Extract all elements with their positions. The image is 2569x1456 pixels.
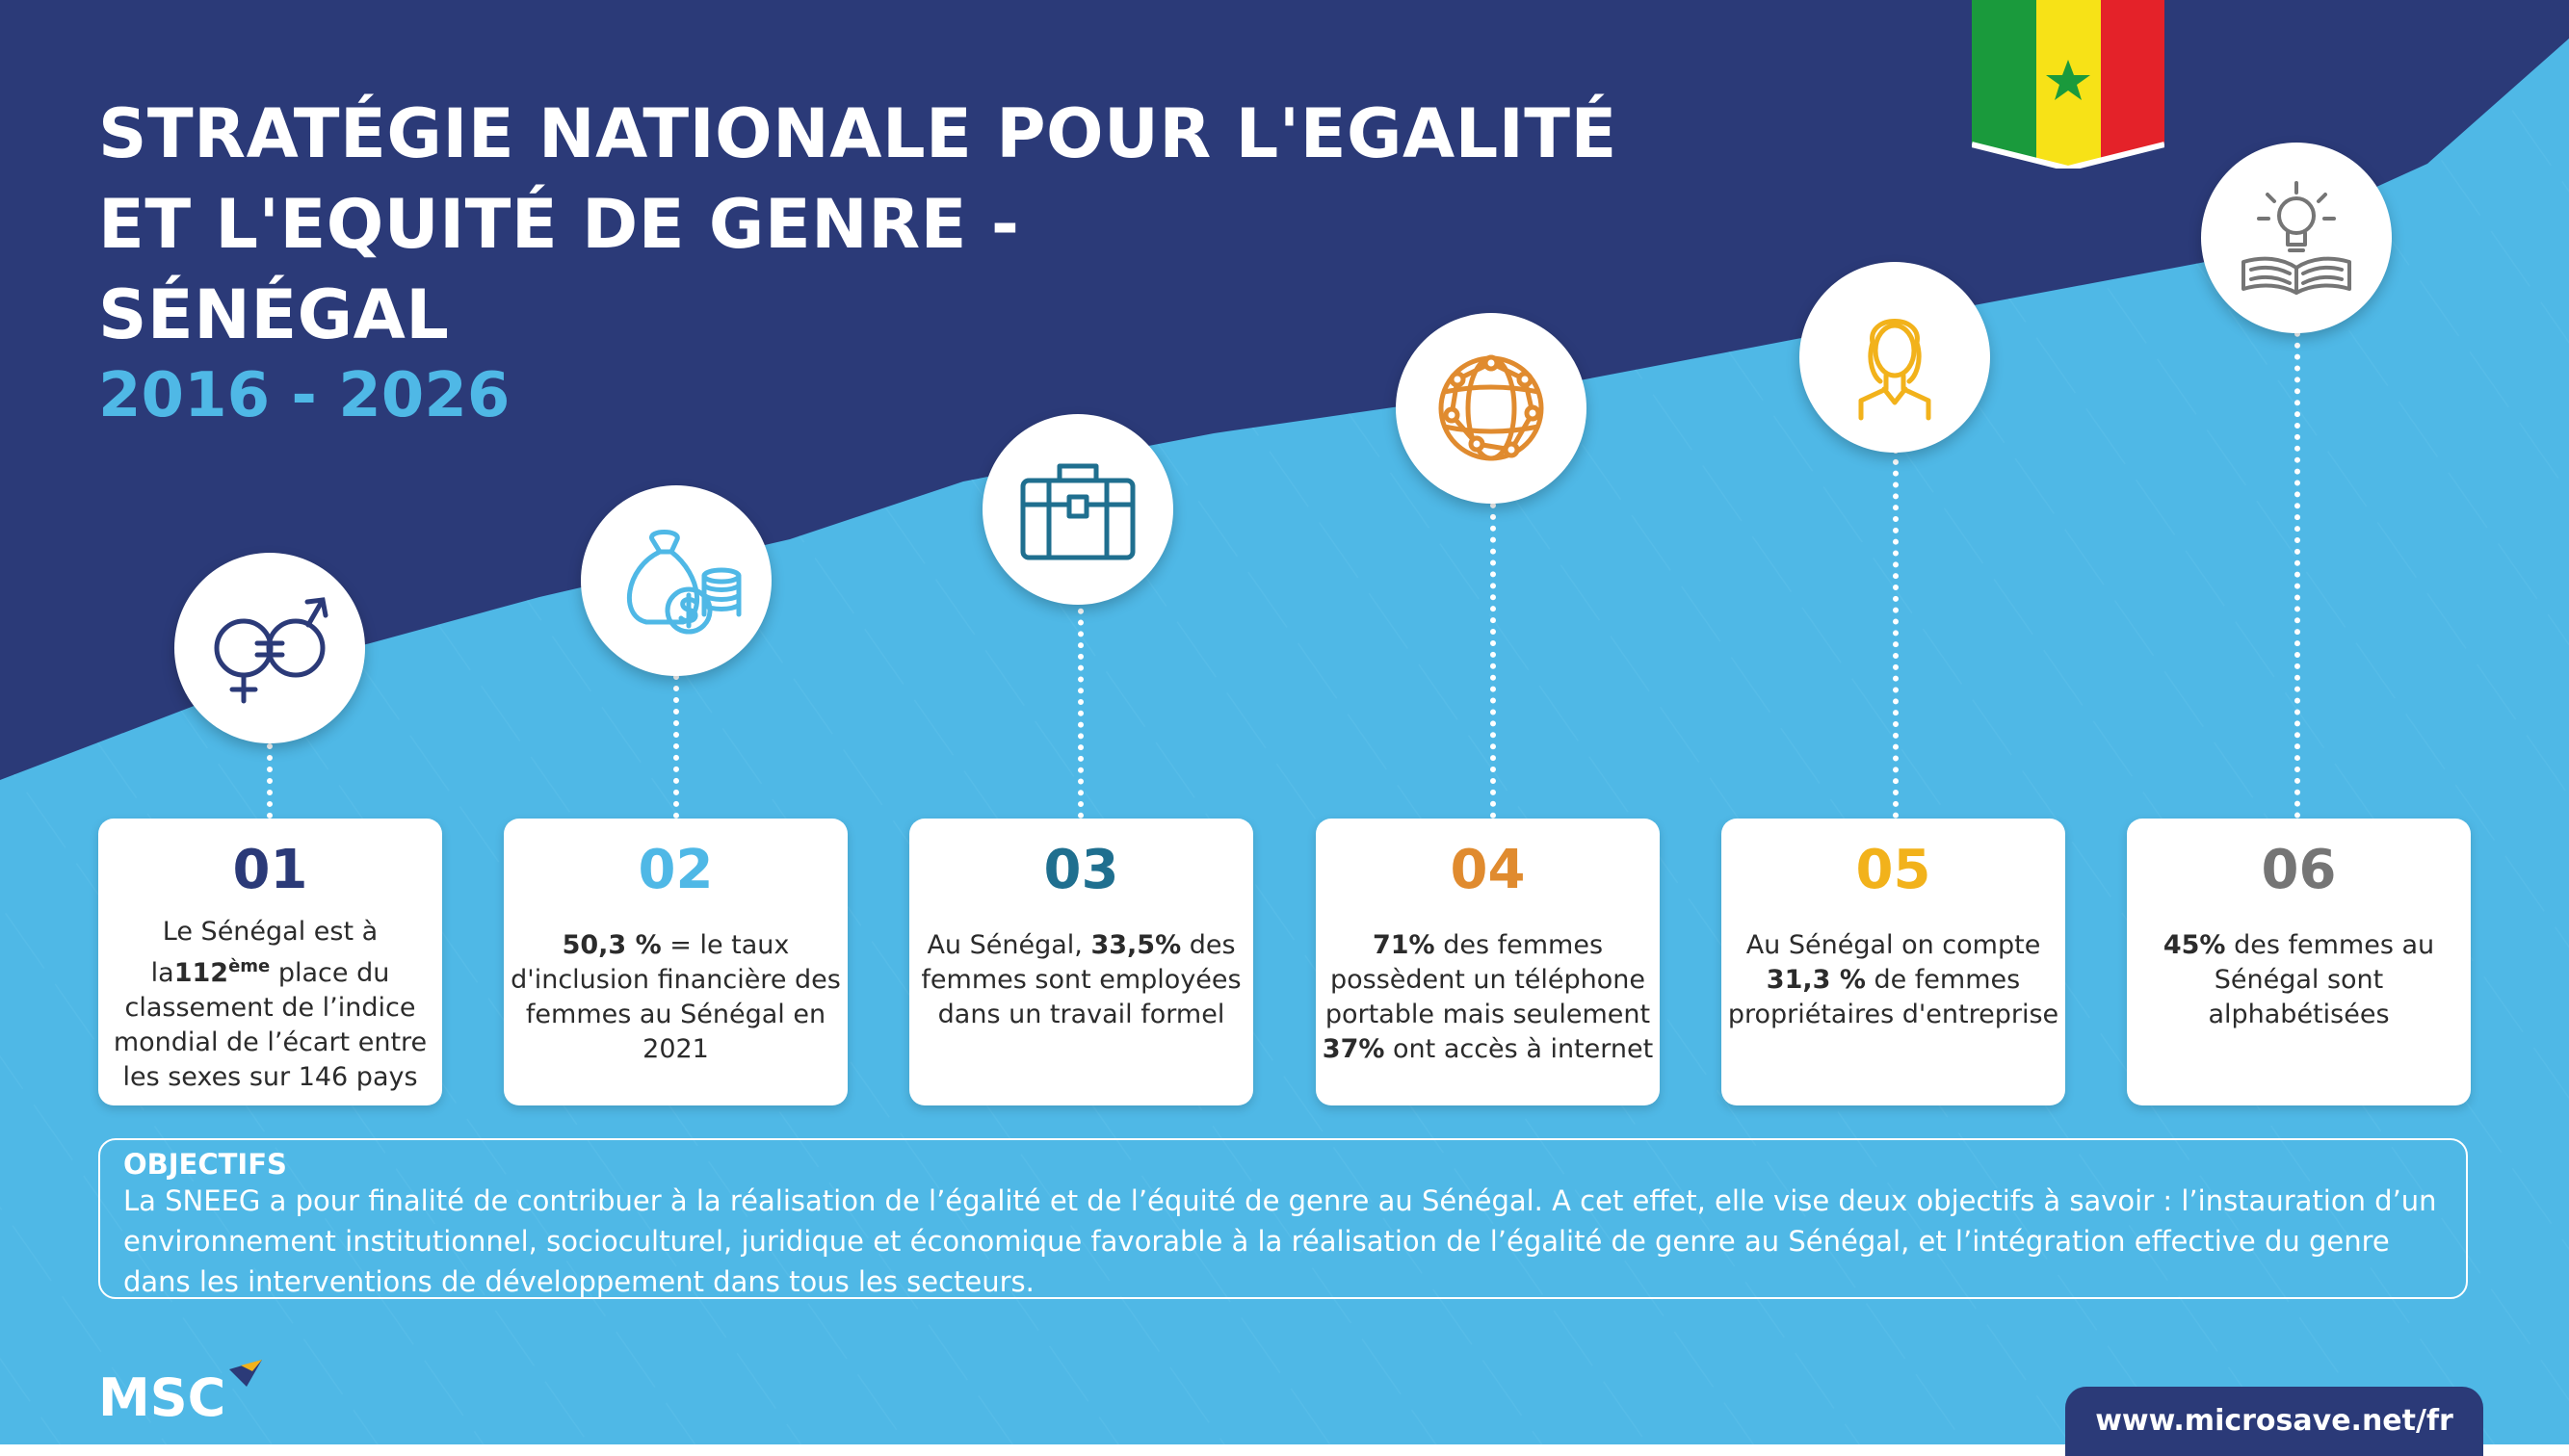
title-line-2: ET L'EQUITÉ DE GENRE - (98, 185, 1020, 264)
card-text-part: Au Sénégal on compte (1745, 930, 2041, 960)
circle-06 (2201, 143, 2392, 333)
card-text-part: 112 (173, 958, 229, 988)
card-text-part: 33,5% (1090, 930, 1182, 960)
card-text-part: Le Sénégal est à la (150, 917, 379, 988)
card-text: 45% des femmes au Sénégal sont alphabéti… (2127, 928, 2471, 1032)
title-line-3: SÉNÉGAL (98, 275, 450, 354)
objectives-text: La SNEEG a pour finalité de contribuer à… (123, 1184, 2437, 1298)
briefcase-icon (1020, 463, 1136, 560)
lightbulb-book-icon (2241, 181, 2351, 295)
connector-03 (1078, 597, 1084, 819)
circle-01 (174, 553, 365, 743)
card-text: 71% des femmes possèdent un téléphone po… (1316, 928, 1660, 1067)
card-text-part: 71% (1372, 930, 1435, 960)
woman-icon (1858, 319, 1931, 421)
circle-03 (983, 414, 1173, 605)
circle-02 (581, 485, 772, 676)
stat-card-01: 01 Le Sénégal est à la112ème place du cl… (98, 819, 442, 1105)
card-number: 06 (2261, 839, 2337, 901)
msc-logo: MSC (98, 1360, 262, 1427)
card-text: Au Sénégal on compte 31,3 % de femmes pr… (1721, 928, 2065, 1032)
card-text-part: 37% (1322, 1034, 1385, 1064)
connector-04 (1490, 491, 1496, 819)
connector-06 (2294, 308, 2300, 819)
card-text-part: 31,3 % (1766, 965, 1866, 995)
circle-05 (1799, 262, 1990, 453)
stat-card-02: 02 50,3 % = le taux d'inclusion financiè… (504, 819, 848, 1105)
connector-02 (673, 674, 679, 819)
senegal-flag-icon (1972, 0, 2164, 169)
gender-equality-icon (214, 597, 328, 704)
card-text: Au Sénégal, 33,5% des femmes sont employ… (909, 928, 1253, 1032)
stat-card-03: 03 Au Sénégal, 33,5% des femmes sont emp… (909, 819, 1253, 1105)
stat-card-04: 04 71% des femmes possèdent un téléphone… (1316, 819, 1660, 1105)
logo-text: MSC (98, 1367, 225, 1427)
stat-card-05: 05 Au Sénégal on compte 31,3 % de femmes… (1721, 819, 2065, 1105)
stat-card-06: 06 45% des femmes au Sénégal sont alphab… (2127, 819, 2471, 1105)
card-text-part: de femmes propriétaires d'entreprise (1727, 965, 2059, 1029)
card-text: 50,3 % = le taux d'inclusion financière … (504, 928, 848, 1067)
objectives-heading: OBJECTIFS (123, 1148, 287, 1181)
card-text-part: ont accès à internet (1384, 1034, 1654, 1064)
money-bag-icon (627, 530, 742, 635)
globe-network-icon (1438, 354, 1544, 461)
card-text-part: Au Sénégal, (927, 930, 1091, 960)
objectives-box: OBJECTIFS La SNEEG a pour finalité de co… (98, 1138, 2468, 1299)
circle-04 (1396, 313, 1586, 504)
card-text-part: 50,3 % (562, 930, 662, 960)
card-text-part: des femmes au Sénégal sont alphabétisées (2208, 930, 2435, 1029)
card-text: Le Sénégal est à la112ème place du class… (98, 915, 442, 1095)
card-number: 03 (1043, 839, 1119, 901)
title-line-1: STRATÉGIE NATIONALE POUR L'EGALITÉ (98, 94, 1617, 173)
card-number: 02 (638, 839, 714, 901)
card-text-part: = le taux d'inclusion financière des fem… (511, 930, 841, 1064)
card-number: 01 (232, 839, 308, 901)
card-text-part: ème (228, 956, 271, 976)
website-link[interactable]: www.microsave.net/fr (2065, 1387, 2483, 1456)
card-text-part: 45% (2163, 930, 2226, 960)
card-number: 05 (1855, 839, 1931, 901)
card-number: 04 (1450, 839, 1526, 901)
period-years: 2016 - 2026 (98, 360, 511, 431)
page-title: STRATÉGIE NATIONALE POUR L'EGALITÉ ET L'… (98, 89, 1617, 360)
card-text-part: des femmes sont employées dans un travai… (921, 930, 1242, 1029)
card-text-part: des femmes possèdent un téléphone portab… (1324, 930, 1651, 1029)
connector-01 (267, 732, 273, 819)
card-text-part: place du classement de l’indice mondial … (113, 958, 428, 1092)
connector-05 (1893, 448, 1899, 819)
